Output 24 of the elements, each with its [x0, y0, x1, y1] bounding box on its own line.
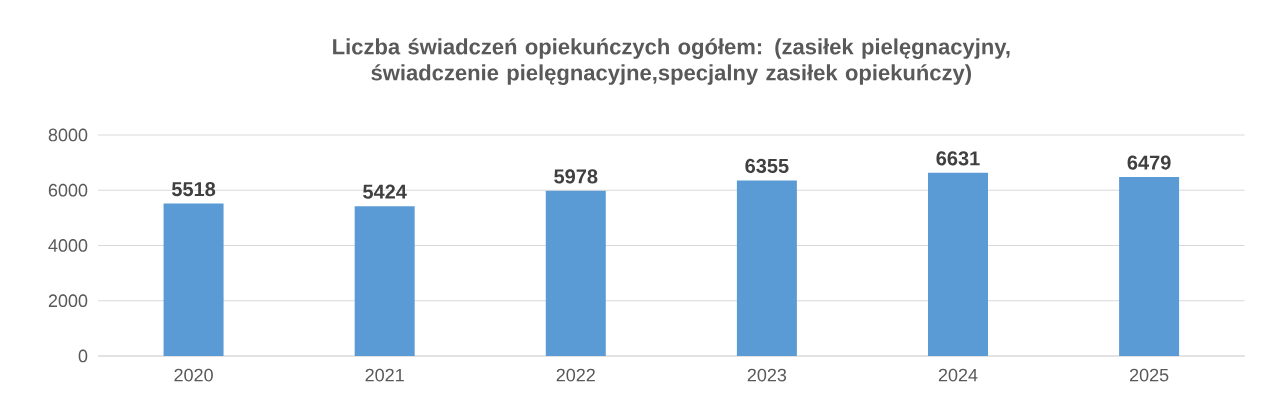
data-label: 5978	[554, 169, 598, 184]
bar	[927, 172, 988, 356]
data-label: 6355	[745, 158, 789, 174]
y-tick-label: 6000	[48, 183, 88, 197]
x-tick-label: 2022	[556, 368, 595, 382]
y-tick-label: 8000	[48, 128, 88, 142]
bar	[545, 190, 606, 356]
bar	[736, 180, 797, 356]
chart-title: Liczba świadczeń opiekuńczych ogółem: (zasiłek pielęgnacyjny, świadczenie pielęgnacyjne,specjalny zasiłek opiekuńczy)	[333, 38, 1010, 85]
x-tick-label: 2024	[938, 368, 978, 382]
data-label: 6631	[936, 151, 980, 166]
x-tick-label: 2023	[747, 368, 787, 382]
y-tick-label: 0	[78, 349, 88, 363]
bar	[1119, 177, 1180, 356]
data-label: 5424	[363, 184, 407, 199]
data-label: 5518	[171, 182, 216, 197]
y-tick-label: 4000	[48, 239, 88, 252]
bar	[163, 203, 224, 356]
bar	[354, 206, 415, 356]
data-label: 6479	[1127, 155, 1171, 170]
y-tick-label: 2000	[48, 294, 88, 308]
x-tick-label: 2020	[174, 368, 213, 382]
x-tick-label: 2021	[365, 368, 404, 382]
x-tick-label: 2025	[1129, 368, 1169, 382]
